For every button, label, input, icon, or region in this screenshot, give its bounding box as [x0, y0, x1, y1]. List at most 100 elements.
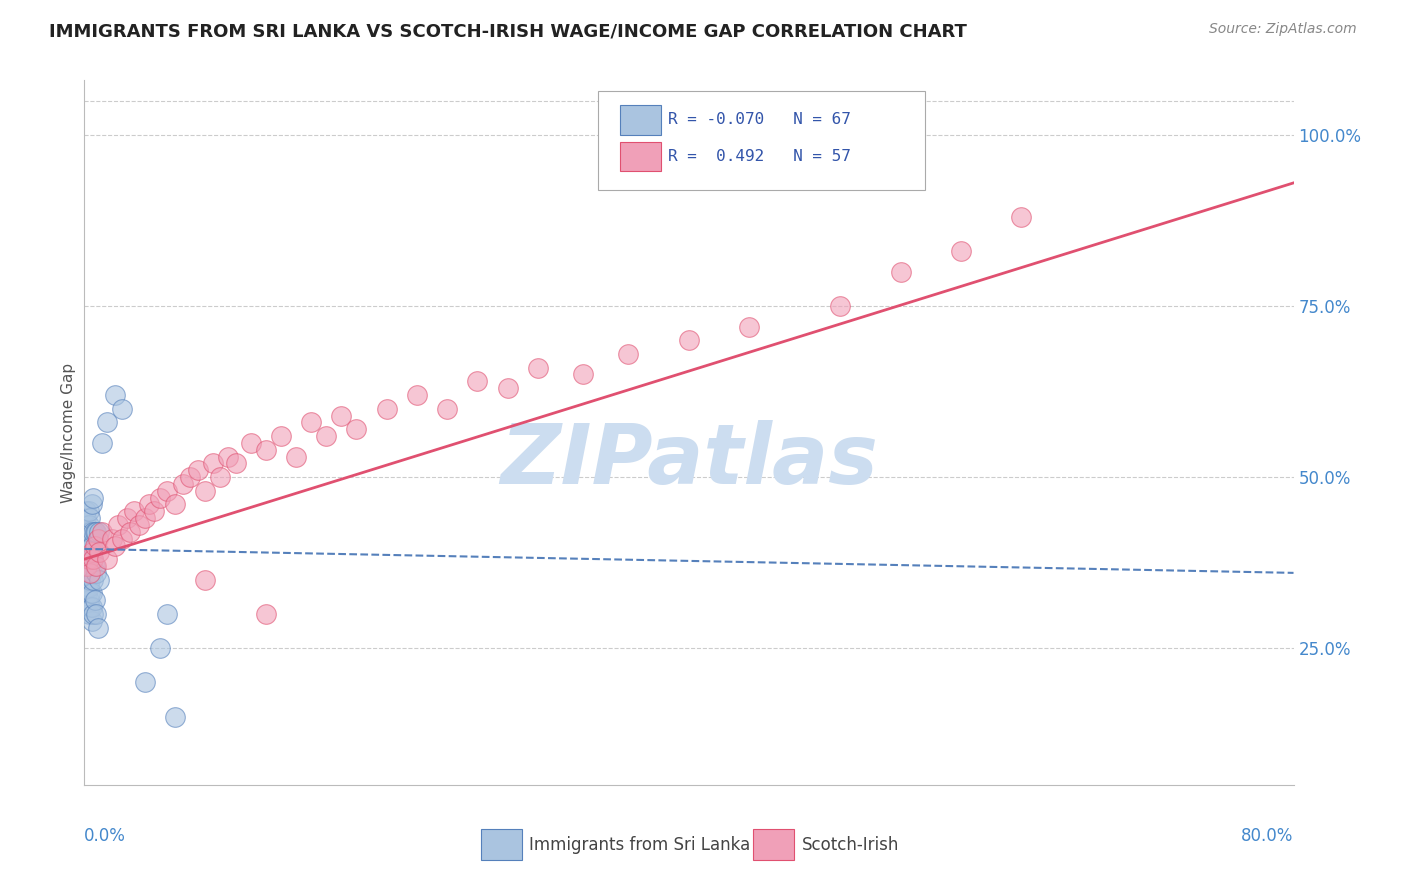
Point: [254, 607, 277, 621]
Point: [82, 524, 104, 539]
Point: [76, 580, 98, 594]
Point: [225, 457, 247, 471]
Point: [77, 504, 100, 518]
Point: [111, 401, 134, 416]
Point: [77, 566, 100, 580]
Point: [830, 299, 852, 313]
Point: [76, 566, 98, 580]
Point: [80, 600, 103, 615]
Point: [87, 621, 110, 635]
Text: 0.0%: 0.0%: [84, 827, 127, 846]
Point: [75, 532, 97, 546]
Point: [77, 552, 100, 566]
Point: [890, 265, 912, 279]
Point: [77, 518, 100, 533]
Point: [134, 675, 156, 690]
Point: [82, 607, 104, 621]
Point: [134, 511, 156, 525]
Point: [80, 545, 103, 559]
Point: [738, 319, 761, 334]
Point: [86, 559, 108, 574]
Point: [179, 470, 201, 484]
Point: [89, 545, 111, 559]
Point: [82, 552, 104, 566]
Point: [156, 607, 179, 621]
Text: R =  0.492   N = 57: R = 0.492 N = 57: [668, 149, 851, 164]
Point: [75, 573, 97, 587]
Point: [80, 566, 103, 580]
Point: [104, 539, 127, 553]
Point: [149, 641, 172, 656]
Point: [156, 483, 179, 498]
Point: [285, 450, 308, 464]
Point: [84, 524, 107, 539]
Point: [79, 559, 101, 574]
FancyBboxPatch shape: [620, 105, 661, 135]
Point: [77, 545, 100, 559]
Point: [89, 524, 111, 539]
Point: [75, 545, 97, 559]
Point: [80, 552, 103, 566]
Point: [107, 518, 129, 533]
Point: [75, 552, 97, 566]
Text: ZIPatlas: ZIPatlas: [501, 420, 877, 501]
Point: [75, 559, 97, 574]
Point: [172, 477, 194, 491]
Point: [80, 614, 103, 628]
Point: [165, 498, 187, 512]
Point: [79, 586, 101, 600]
Point: [76, 552, 98, 566]
Point: [76, 559, 98, 574]
Point: [187, 463, 209, 477]
Point: [572, 368, 595, 382]
Point: [111, 532, 134, 546]
Point: [104, 388, 127, 402]
Point: [299, 415, 322, 429]
Y-axis label: Wage/Income Gap: Wage/Income Gap: [60, 362, 76, 503]
Point: [75, 524, 97, 539]
Point: [254, 442, 277, 457]
Point: [91, 436, 114, 450]
Point: [87, 532, 110, 546]
Point: [75, 539, 97, 553]
Point: [75, 504, 97, 518]
Point: [436, 401, 458, 416]
Point: [79, 600, 101, 615]
Point: [527, 360, 550, 375]
Point: [80, 498, 103, 512]
Point: [77, 532, 100, 546]
Point: [80, 586, 103, 600]
Point: [76, 532, 98, 546]
Point: [82, 491, 104, 505]
Point: [82, 552, 104, 566]
Point: [79, 539, 101, 553]
Point: [77, 559, 100, 574]
Point: [82, 573, 104, 587]
Point: [678, 333, 700, 347]
Point: [76, 586, 98, 600]
Point: [79, 566, 101, 580]
Point: [75, 518, 97, 533]
Point: [84, 559, 107, 574]
Point: [89, 573, 111, 587]
Point: [86, 566, 108, 580]
Point: [77, 607, 100, 621]
Point: [100, 532, 122, 546]
FancyBboxPatch shape: [481, 830, 522, 861]
Point: [84, 539, 107, 553]
FancyBboxPatch shape: [599, 91, 925, 189]
Point: [128, 518, 150, 533]
Point: [1011, 210, 1033, 224]
Point: [467, 374, 489, 388]
Point: [75, 511, 97, 525]
Text: 80.0%: 80.0%: [1241, 827, 1294, 846]
Text: IMMIGRANTS FROM SRI LANKA VS SCOTCH-IRISH WAGE/INCOME GAP CORRELATION CHART: IMMIGRANTS FROM SRI LANKA VS SCOTCH-IRIS…: [49, 22, 967, 40]
Point: [77, 552, 100, 566]
Point: [75, 566, 97, 580]
Point: [165, 709, 187, 723]
Point: [115, 511, 138, 525]
Point: [217, 450, 239, 464]
Point: [201, 457, 224, 471]
Point: [149, 491, 172, 505]
Point: [96, 415, 118, 429]
